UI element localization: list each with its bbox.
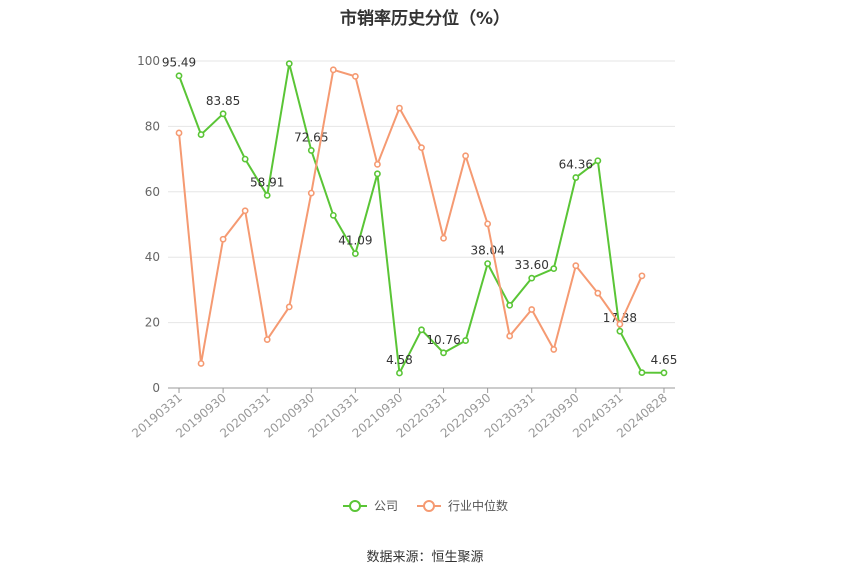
data-point-company bbox=[263, 191, 271, 199]
data-point-industry-median bbox=[197, 360, 205, 367]
y-tick-label: 40 bbox=[145, 250, 160, 264]
data-point-company bbox=[175, 72, 183, 80]
legend-marker-company bbox=[342, 499, 367, 512]
data-point-company bbox=[285, 60, 293, 68]
y-tick-label: 100 bbox=[137, 54, 160, 68]
data-label: 41.09 bbox=[338, 234, 372, 248]
data-point-company bbox=[418, 326, 425, 334]
data-point-industry-median bbox=[418, 144, 425, 152]
series-line-industry-median bbox=[178, 68, 643, 365]
data-point-industry-median bbox=[528, 306, 536, 313]
y-tick-label: 80 bbox=[145, 119, 160, 133]
data-point-industry-median bbox=[550, 346, 558, 353]
data-point-company bbox=[351, 250, 359, 258]
y-tick-label: 60 bbox=[145, 185, 160, 199]
data-point-company bbox=[484, 260, 492, 268]
data-point-company bbox=[396, 369, 403, 377]
data-point-company bbox=[528, 274, 536, 282]
data-label: 4.65 bbox=[651, 353, 678, 367]
data-point-industry-median bbox=[396, 104, 403, 112]
data-point-company bbox=[241, 155, 249, 163]
data-label: 38.04 bbox=[470, 244, 504, 258]
data-point-industry-median bbox=[572, 262, 580, 270]
data-label: 58.91 bbox=[250, 175, 284, 189]
data-point-company bbox=[660, 369, 668, 377]
data-label: 4.58 bbox=[386, 353, 413, 367]
chart-plot: 0204060801002019033120190930202003312020… bbox=[129, 54, 678, 441]
data-label: 64.36 bbox=[559, 158, 593, 172]
data-point-industry-median bbox=[219, 235, 227, 243]
data-point-industry-median bbox=[285, 303, 293, 311]
data-point-company bbox=[462, 337, 469, 344]
data-label: 17.38 bbox=[603, 311, 637, 325]
legend-item-industry-median[interactable]: 行业中位数 bbox=[416, 497, 508, 514]
data-point-industry-median bbox=[351, 72, 359, 80]
y-tick-label: 0 bbox=[152, 381, 160, 395]
data-point-company bbox=[506, 301, 514, 309]
data-point-company bbox=[572, 174, 580, 181]
data-point-company bbox=[594, 157, 602, 165]
legend-label-industry-median: 行业中位数 bbox=[448, 499, 509, 513]
data-point-industry-median bbox=[263, 336, 271, 344]
chart-title: 市销率历史分位（%） bbox=[339, 9, 511, 29]
data-point-industry-median bbox=[462, 152, 469, 160]
data-label: 33.60 bbox=[515, 258, 549, 272]
data-point-company bbox=[440, 349, 447, 357]
data-point-company bbox=[197, 131, 205, 138]
data-point-industry-median bbox=[175, 129, 183, 137]
source-note: 数据来源：恒生聚源 bbox=[366, 550, 484, 565]
data-point-company bbox=[638, 369, 646, 377]
data-point-industry-median bbox=[616, 320, 624, 328]
data-point-company bbox=[219, 110, 227, 118]
data-label: 72.65 bbox=[294, 130, 328, 144]
data-point-industry-median bbox=[329, 66, 337, 74]
data-point-company bbox=[374, 170, 381, 178]
data-label: 95.49 bbox=[162, 56, 196, 70]
data-point-company bbox=[616, 327, 624, 335]
data-point-industry-median bbox=[594, 289, 602, 297]
y-tick-label: 20 bbox=[145, 316, 160, 330]
legend-item-company[interactable]: 公司 bbox=[342, 497, 398, 514]
data-point-industry-median bbox=[440, 234, 447, 242]
chart-legend: 公司 行业中位数 bbox=[0, 497, 850, 514]
legend-marker-industry-median bbox=[417, 499, 441, 512]
data-point-company bbox=[550, 265, 558, 273]
data-point-company bbox=[329, 211, 337, 219]
legend-label-company: 公司 bbox=[373, 499, 398, 513]
data-label: 10.76 bbox=[426, 333, 460, 347]
data-point-industry-median bbox=[506, 332, 514, 340]
data-point-industry-median bbox=[307, 189, 315, 197]
data-point-industry-median bbox=[374, 160, 381, 168]
data-point-company bbox=[307, 147, 315, 154]
data-point-industry-median bbox=[638, 272, 646, 280]
data-label: 83.85 bbox=[206, 94, 240, 108]
data-point-industry-median bbox=[484, 220, 492, 228]
data-point-industry-median bbox=[241, 207, 249, 215]
